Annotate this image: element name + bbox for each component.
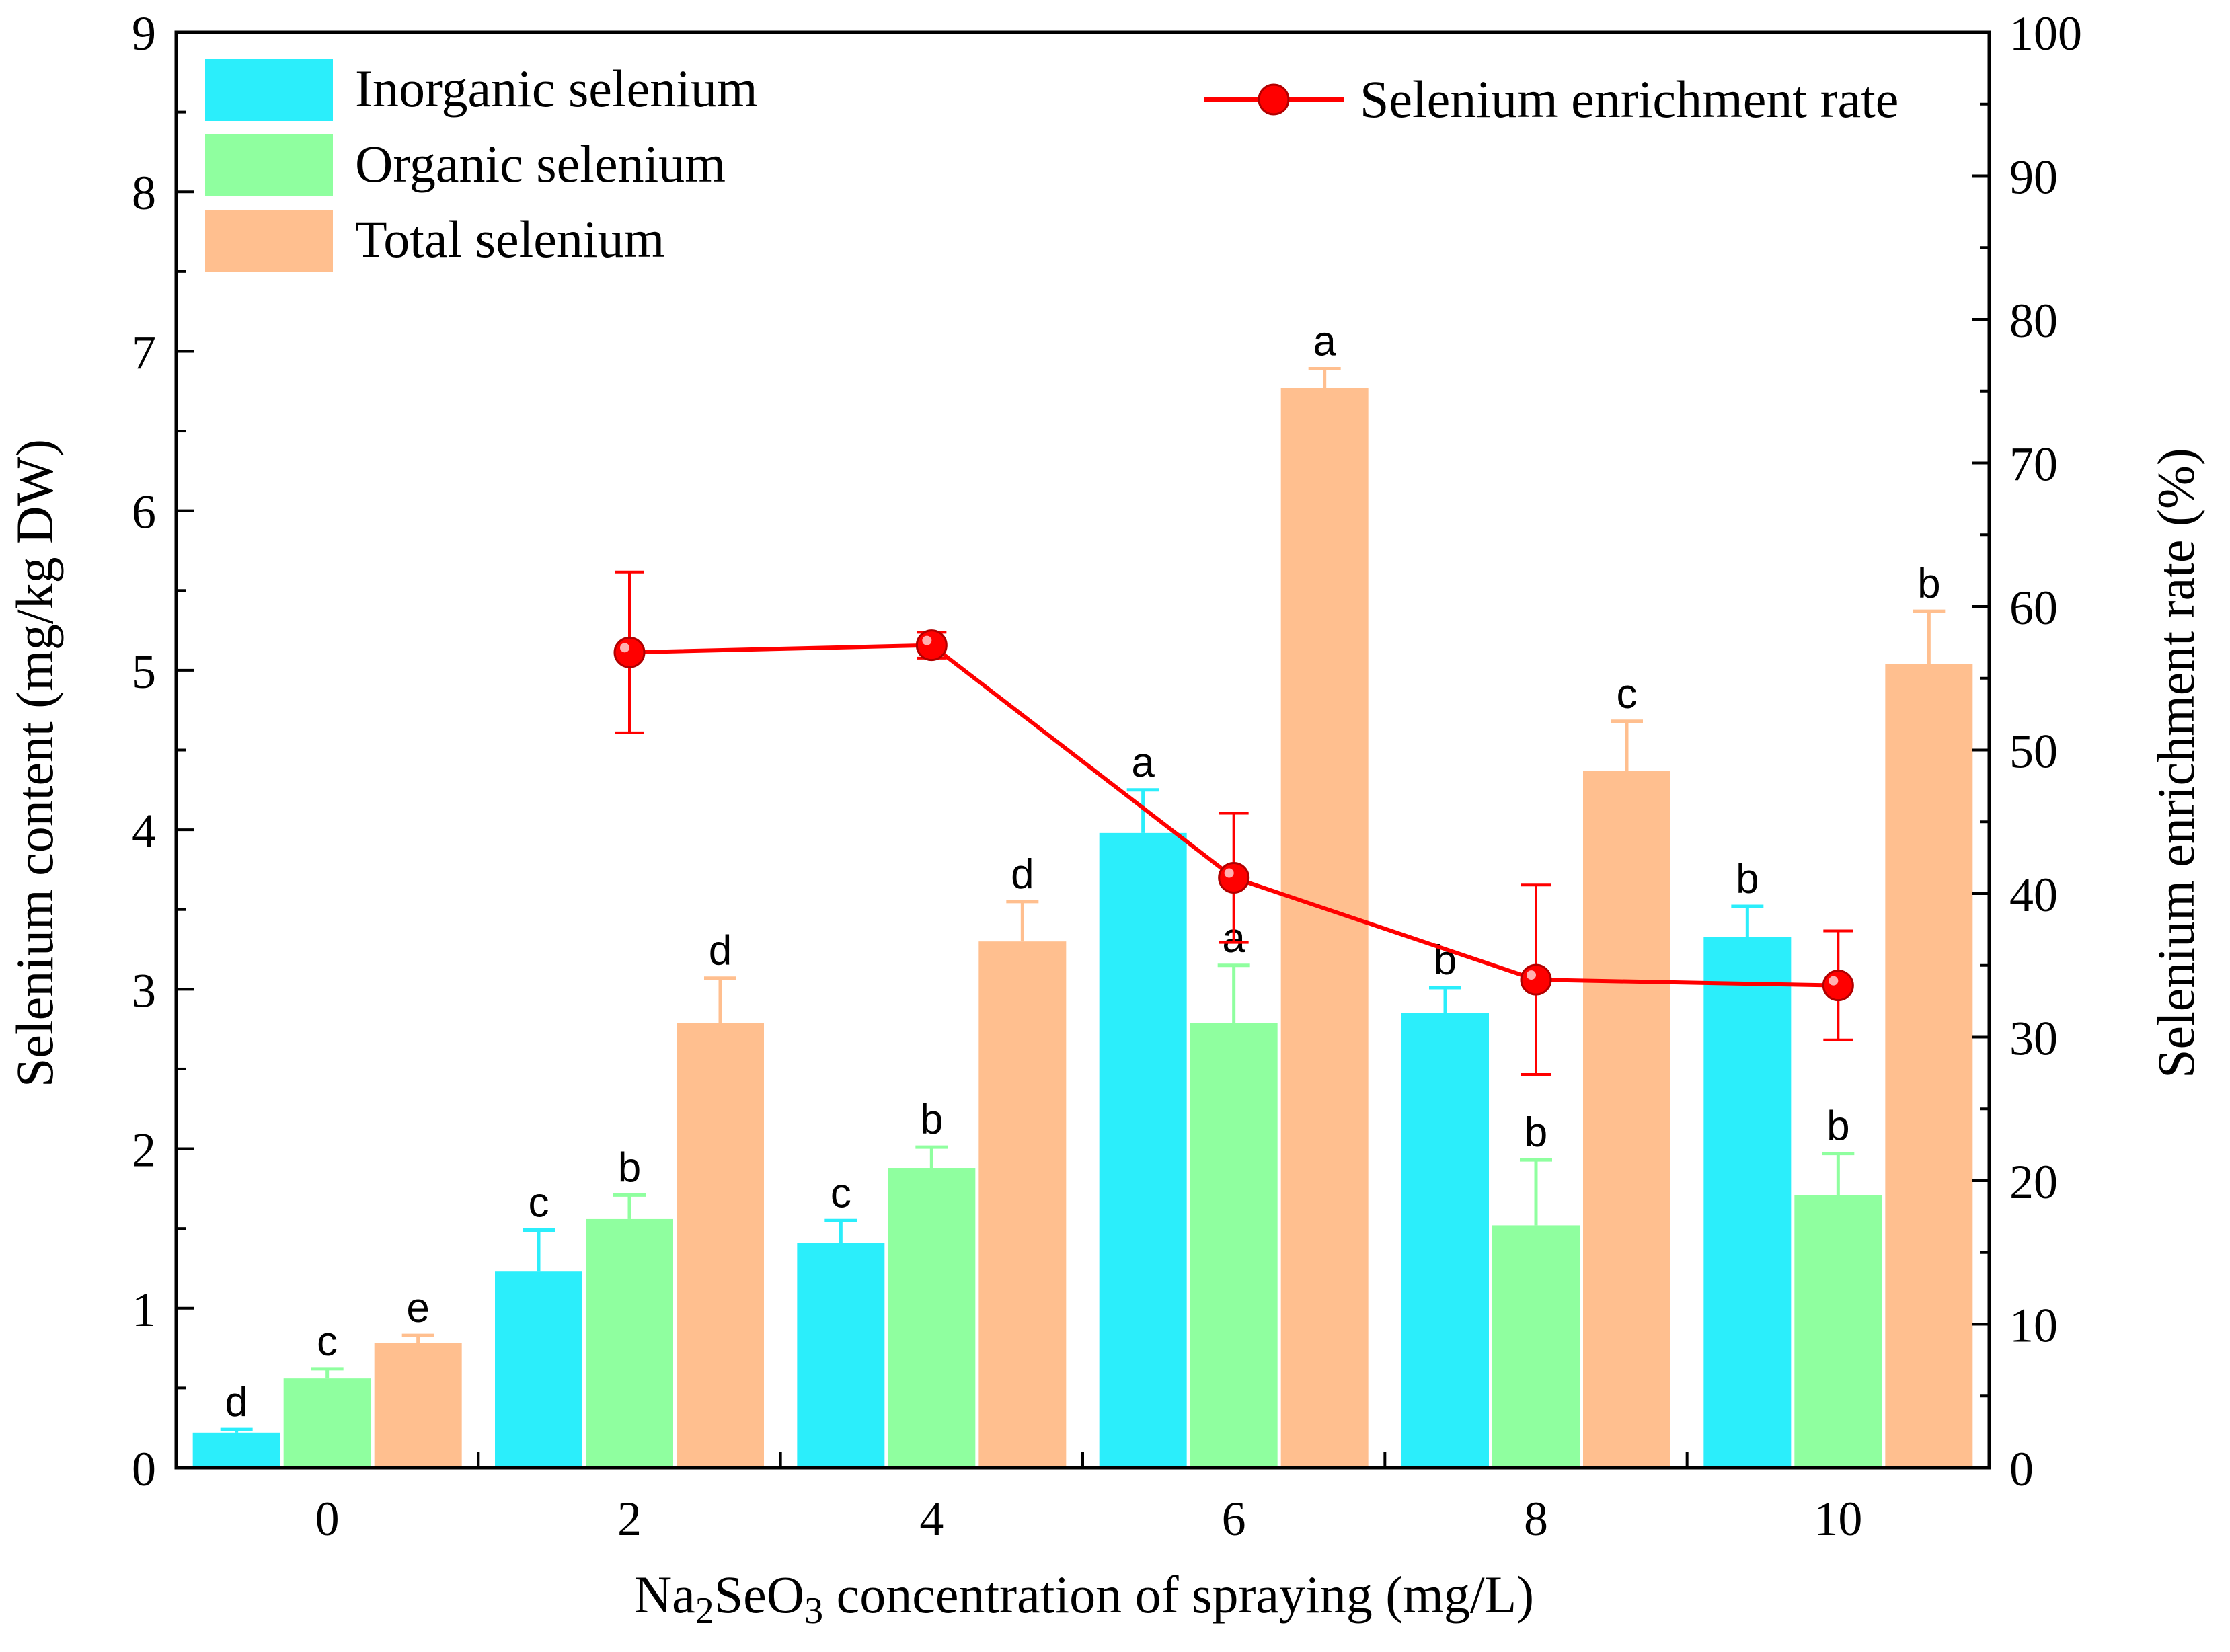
line-point xyxy=(1218,862,1250,894)
legend-label: Organic selenium xyxy=(355,134,726,193)
y-tick-label: 1 xyxy=(132,1283,156,1337)
y2-tick-label: 0 xyxy=(2009,1442,2034,1496)
line-point-highlight xyxy=(1224,868,1234,878)
legend-label: Selenium enrichment rate xyxy=(1360,70,1898,128)
legend-swatch xyxy=(205,59,333,121)
legend-label: Total selenium xyxy=(355,210,664,268)
significance-letter: a xyxy=(1131,740,1155,786)
bar xyxy=(1703,937,1792,1468)
line-point-highlight xyxy=(1527,970,1536,980)
enrichment-rate-line-group xyxy=(613,570,1854,1076)
x-axis-label-subscript: 3 xyxy=(804,1590,823,1632)
significance-letter: c xyxy=(317,1319,338,1365)
y-tick-label: 3 xyxy=(132,963,156,1017)
y2-tick-label: 90 xyxy=(2009,151,2058,204)
y2-tick-label: 50 xyxy=(2009,725,2058,779)
significance-letter: d xyxy=(1011,851,1034,898)
y-tick-label: 9 xyxy=(132,7,156,61)
x-axis-label-part: Na xyxy=(634,1565,695,1624)
legend-swatch xyxy=(205,134,333,196)
bar xyxy=(283,1378,371,1468)
y2-tick-label: 40 xyxy=(2009,868,2058,922)
y2-tick-label: 30 xyxy=(2009,1012,2058,1066)
line-point-highlight xyxy=(922,635,932,645)
bar xyxy=(374,1343,462,1468)
y2-tick-label: 100 xyxy=(2009,7,2082,61)
bar xyxy=(495,1271,582,1468)
x-tick-label: 2 xyxy=(617,1492,642,1546)
y-tick-label: 6 xyxy=(132,485,156,539)
significance-letter: e xyxy=(406,1285,429,1331)
y2-tick-label: 20 xyxy=(2009,1155,2058,1209)
y-tick-label: 0 xyxy=(132,1442,156,1496)
bar xyxy=(1583,771,1670,1468)
significance-letter: c xyxy=(529,1180,549,1226)
significance-letter: d xyxy=(709,928,732,974)
significance-letter: b xyxy=(1736,856,1759,902)
y-tick-label: 5 xyxy=(132,645,156,699)
bar xyxy=(192,1432,280,1468)
line-point xyxy=(915,629,948,662)
bar xyxy=(888,1168,976,1468)
y-tick-label: 4 xyxy=(132,804,156,858)
y2-tick-label: 60 xyxy=(2009,581,2058,635)
legend-line-marker xyxy=(1258,83,1290,116)
bar xyxy=(1885,664,1973,1468)
significance-letter: a xyxy=(1313,319,1336,365)
y2-axis-label: Selenium enrichment rate (%) xyxy=(2147,448,2205,1078)
y-axis-label: Selenium content (mg/kg DW) xyxy=(5,439,64,1087)
line-point xyxy=(1520,963,1552,996)
y-tick-label: 8 xyxy=(132,166,156,220)
significance-letter: b xyxy=(1827,1103,1849,1150)
bar xyxy=(1794,1195,1882,1468)
y2-tick-label: 10 xyxy=(2009,1299,2058,1353)
significance-letter: c xyxy=(831,1170,851,1216)
significance-letter: b xyxy=(618,1144,641,1191)
x-axis-label: Na2SeO3 concentration of spraying (mg/L) xyxy=(634,1565,1534,1632)
y2-tick-label: 80 xyxy=(2009,294,2058,348)
bar xyxy=(797,1243,885,1468)
bar xyxy=(978,941,1067,1468)
significance-letter: b xyxy=(1525,1109,1547,1156)
significance-letter: c xyxy=(1617,671,1638,717)
bar xyxy=(1401,1013,1489,1468)
legend-label: Inorganic selenium xyxy=(355,59,758,118)
significance-letter: b xyxy=(920,1097,943,1143)
legend-swatch xyxy=(205,210,333,272)
significance-letter: b xyxy=(1917,561,1940,607)
y-tick-label: 7 xyxy=(132,325,156,379)
x-tick-label: 10 xyxy=(1814,1492,1862,1546)
legend: Inorganic selenium Organic selenium Total … xyxy=(205,59,1898,272)
x-tick-label: 6 xyxy=(1222,1492,1246,1546)
y-tick-label: 2 xyxy=(132,1124,156,1177)
bar xyxy=(677,1023,764,1468)
bar xyxy=(1492,1225,1580,1468)
x-axis-label-subscript: 2 xyxy=(695,1590,714,1632)
bar xyxy=(1099,832,1187,1468)
bar xyxy=(1190,1023,1278,1468)
significance-letter: d xyxy=(225,1379,247,1425)
x-tick-label: 4 xyxy=(919,1492,944,1546)
bar xyxy=(586,1218,673,1468)
x-tick-label: 8 xyxy=(1524,1492,1548,1546)
x-axis-label-part: concentration of spraying (mg/L) xyxy=(823,1565,1534,1624)
x-axis-label-part: SeO xyxy=(714,1565,804,1624)
x-tick-label: 0 xyxy=(315,1492,340,1546)
y2-tick-label: 70 xyxy=(2009,438,2058,491)
significance-letter: b xyxy=(1434,937,1457,984)
line-point xyxy=(613,636,646,668)
bar xyxy=(1280,388,1369,1468)
line-point-highlight xyxy=(1829,976,1839,986)
line-point xyxy=(1822,970,1854,1002)
line-point-highlight xyxy=(620,643,629,653)
